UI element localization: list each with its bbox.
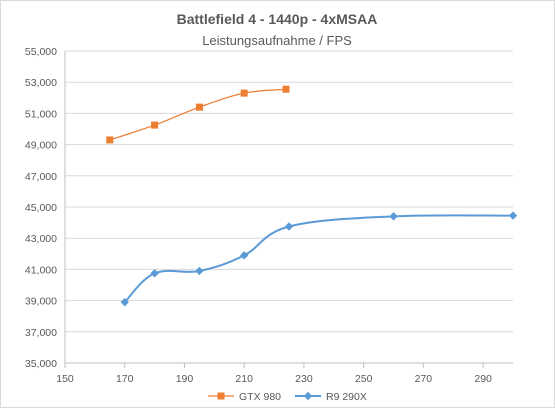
y-tick-label: 49,000 xyxy=(25,140,57,152)
x-tick-label: 270 xyxy=(415,373,433,385)
legend-label-r9-290x: R9 290X xyxy=(326,391,367,403)
y-tick-label: 55,000 xyxy=(25,46,57,58)
data-point-gtx-980 xyxy=(151,121,159,129)
y-tick-label: 53,000 xyxy=(25,77,57,89)
legend-marker-r9-290x xyxy=(303,391,313,401)
y-tick-label: 47,000 xyxy=(25,171,57,183)
data-point-r9-290x xyxy=(150,269,159,278)
data-point-r9-290x xyxy=(240,251,249,260)
data-point-r9-290x xyxy=(389,212,398,221)
data-point-r9-290x xyxy=(284,222,294,231)
gridlines xyxy=(65,50,513,333)
chart-subtitle: Leistungsaufnahme / FPS xyxy=(202,33,352,48)
data-point-r9-290x xyxy=(195,266,204,276)
y-tick-label: 37,000 xyxy=(25,327,57,339)
y-tick-label: 35,000 xyxy=(25,358,57,370)
series-group xyxy=(106,85,518,307)
y-tick-label: 39,000 xyxy=(25,296,57,308)
data-point-r9-290x xyxy=(508,211,518,220)
x-tick-label: 190 xyxy=(176,373,194,385)
legend: GTX 980 R9 290X xyxy=(208,391,367,403)
axes xyxy=(64,51,513,368)
data-point-r9-290x xyxy=(120,297,129,307)
x-tick-label: 170 xyxy=(116,373,134,385)
y-tick-label: 51,000 xyxy=(25,108,57,120)
data-point-gtx-980 xyxy=(240,89,248,97)
y-tick-labels: 35,000 37,000 39,000 41,000 43,000 45,000 47,0… xyxy=(25,46,57,370)
series-line-r9-290x xyxy=(124,214,514,303)
y-tick-label: 43,000 xyxy=(25,233,57,245)
x-tick-label: 230 xyxy=(295,373,313,385)
data-point-gtx-980 xyxy=(195,103,203,111)
x-tick-label: 290 xyxy=(474,373,492,385)
chart-title: Battlefield 4 - 1440p - 4xMSAA xyxy=(177,11,378,27)
x-tick-label: 250 xyxy=(355,373,373,385)
y-tick-label: 45,000 xyxy=(25,202,57,214)
x-tick-labels: 150 170 190 210 230 250 270 290 xyxy=(56,373,492,385)
legend-label-gtx-980: GTX 980 xyxy=(239,391,281,403)
x-tick-label: 210 xyxy=(235,373,253,385)
data-point-gtx-980 xyxy=(106,136,114,144)
x-tick-label: 150 xyxy=(56,373,74,385)
series-line-gtx-980 xyxy=(109,88,287,141)
legend-marker-gtx-980 xyxy=(217,392,225,400)
data-point-gtx-980 xyxy=(282,85,290,93)
y-tick-label: 41,000 xyxy=(25,264,57,276)
